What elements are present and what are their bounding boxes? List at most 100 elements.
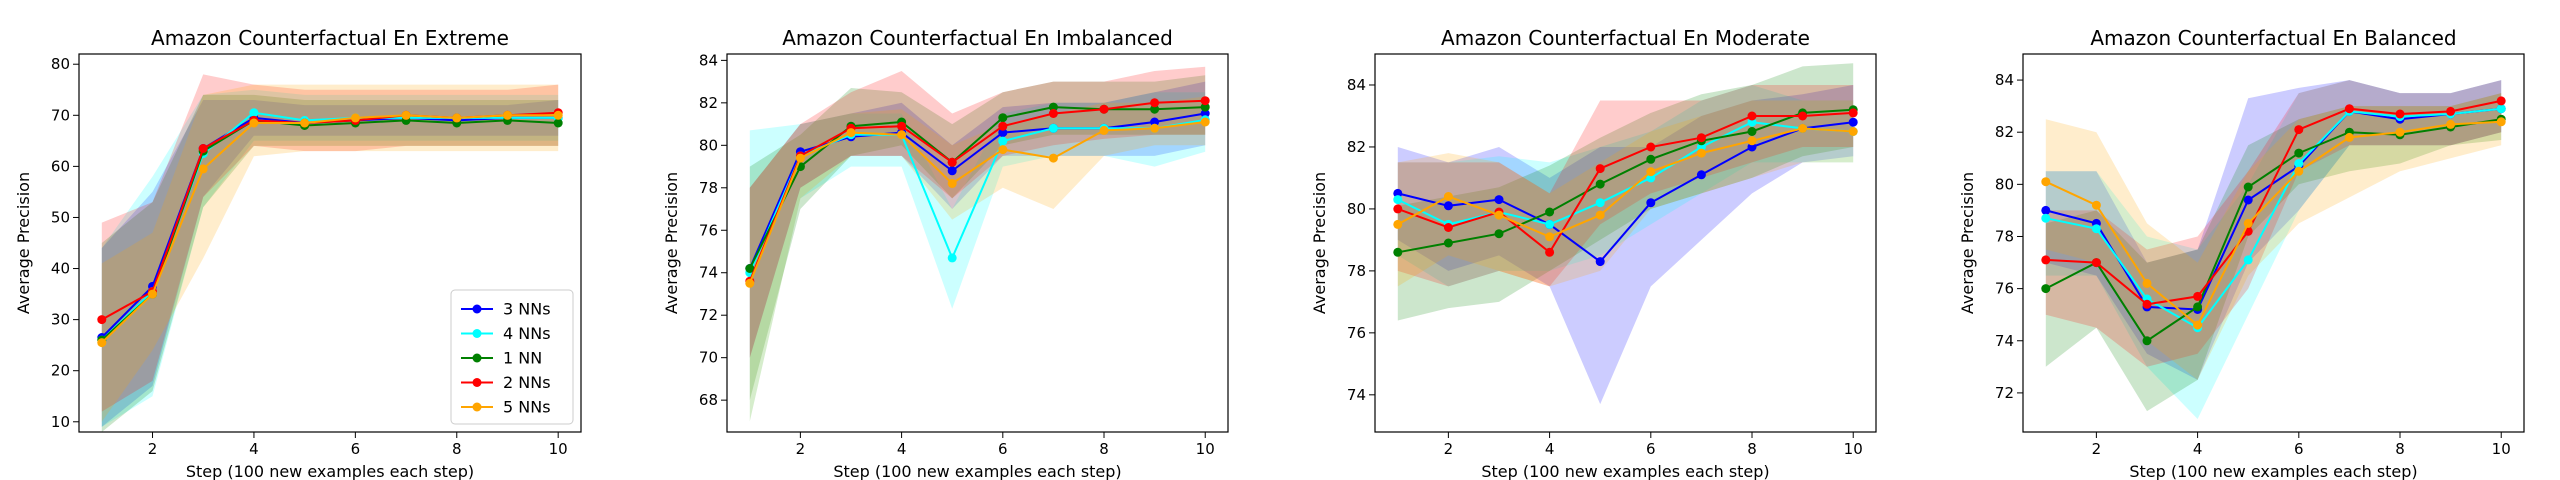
series-line-5-nns [101,114,559,344]
data-point-5-nns [553,110,563,120]
x-tick-label: 6 [998,440,1008,458]
x-tick-label: 2 [796,440,806,458]
data-point-5-nns [2294,166,2304,176]
y-tick-label: 84 [699,51,718,69]
legend: 3 NNs 4 NNs 1 NN 2 NNs 5 NNs [450,289,574,425]
data-point-5-nns [401,110,411,120]
data-point-5-nns [1443,192,1453,201]
data-point-4-nns [2496,104,2506,114]
series-line-4-nns [1397,121,1854,226]
chart-title: Amazon Counterfactual En Imbalanced [782,26,1173,50]
y-tick-label: 74 [1347,386,1366,404]
data-point-4-nns [947,253,957,263]
confidence-band-4-nns [749,92,1206,422]
data-point-1-nn [1494,229,1504,239]
data-point-3-nns [1150,117,1160,127]
data-point-5-nns [2041,177,2051,187]
data-point-1-nn [2193,302,2203,312]
data-point-4-nns [998,136,1008,146]
data-point-2-nns [1393,204,1403,214]
data-point-5-nns [846,128,856,138]
data-point-2-nns [1099,104,1109,114]
data-point-5-nns [97,338,107,348]
y-tick-label: 20 [51,362,70,380]
x-tick-label: 8 [1747,440,1757,458]
data-point-5-nns [998,145,1008,155]
data-point-2-nns [198,144,208,153]
data-point-5-nns [1099,125,1109,135]
data-point-2-nns [2446,106,2456,116]
data-point-5-nns [198,164,208,174]
data-point-4-nns [1545,219,1555,229]
x-axis-label: Step (100 new examples each step) [2129,462,2417,480]
y-tick-label: 84 [1995,71,2014,89]
data-point-4-nns [2294,159,2304,168]
data-point-2-nns [1747,111,1757,121]
x-tick-label: 4 [897,440,907,458]
y-tick-label: 76 [1347,324,1366,342]
data-point-5-nns [1150,123,1160,133]
data-point-2-nns [998,121,1008,131]
legend-label-2-nns: 2 NNs [503,373,551,392]
x-tick-label: 6 [1646,440,1656,458]
data-point-4-nns [1393,195,1403,205]
plot-area [745,66,1210,422]
data-point-5-nns [897,130,907,140]
data-point-5-nns [2243,218,2253,228]
data-point-3-nns [1848,117,1858,127]
data-point-2-nns [897,121,907,131]
chart-title: Amazon Counterfactual En Extreme [151,26,509,50]
data-point-2-nns [1048,109,1058,118]
y-axis-label: Average Precision [662,172,681,314]
series-line-2-nns [1397,111,1854,254]
x-tick-label: 4 [2193,440,2203,458]
x-tick-label: 8 [452,440,462,458]
y-tick-label: 78 [699,179,718,197]
data-point-5-nns [148,289,157,299]
data-point-1-nn [1646,154,1656,164]
y-tick-label: 60 [51,157,70,175]
y-tick-label: 76 [1995,280,2014,298]
data-point-1-nn [1150,104,1160,114]
chart-title: Amazon Counterfactual En Moderate [1441,26,1810,50]
data-point-5-nns [1494,210,1504,220]
data-point-5-nns [2446,119,2456,129]
data-point-2-nns [1200,96,1210,106]
chart-panel-1: 2 4 6 8 10 10 20 30 40 50 60 70 80 Amazon Counterfact… [14,26,582,480]
data-point-2-nns [1150,98,1160,108]
y-tick-label: 82 [1347,138,1366,156]
y-tick-label: 68 [699,391,718,409]
chart-panel-3: 2 4 6 8 10 74 76 78 80 82 84 Amazon Counterfactual … [1310,26,1877,480]
data-point-4-nns [249,108,259,118]
data-point-1-nn [2142,336,2152,346]
data-point-5-nns [1393,219,1403,229]
legend-marker-5-nns [472,402,482,412]
y-axis-label: Average Precision [14,172,33,314]
data-point-5-nns [745,278,755,288]
y-tick-label: 72 [1995,384,2014,402]
data-point-5-nns [2193,320,2203,330]
legend-box [450,289,574,425]
series-line-4-nns [2045,107,2502,330]
plot-area [2041,80,2506,419]
data-point-1-nn [2243,182,2253,192]
y-tick-label: 80 [1995,175,2014,193]
data-point-2-nns [1595,164,1605,174]
series-line-2-nns [748,99,1206,282]
data-point-3-nns [947,166,957,176]
y-tick-label: 30 [51,311,70,329]
data-point-1-nn [2041,284,2051,294]
y-tick-label: 72 [699,306,718,324]
data-point-3-nns [1200,109,1210,118]
x-tick-label: 2 [148,440,158,458]
data-point-5-nns [1595,210,1605,220]
data-point-1-nn [998,113,1008,123]
data-point-5-nns [1200,117,1210,127]
data-point-5-nns [1747,136,1757,146]
data-point-5-nns [503,110,512,120]
data-point-2-nns [1545,247,1555,257]
y-tick-label: 80 [51,55,70,73]
x-tick-label: 8 [2395,440,2405,458]
data-point-2-nns [2395,109,2405,119]
data-point-5-nns [2395,127,2405,137]
